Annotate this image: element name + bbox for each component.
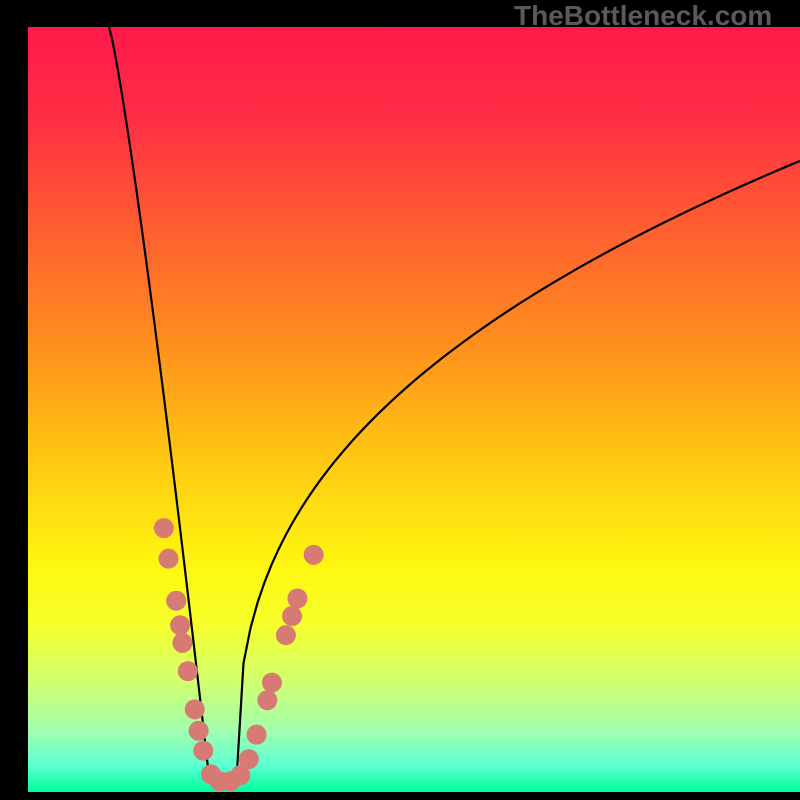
data-marker — [262, 673, 282, 693]
data-marker — [170, 615, 190, 635]
data-marker — [185, 699, 205, 719]
data-marker — [159, 549, 179, 569]
gradient-background — [28, 27, 800, 792]
data-marker — [282, 606, 302, 626]
data-marker — [287, 588, 307, 608]
data-marker — [257, 690, 277, 710]
data-marker — [172, 633, 192, 653]
data-marker — [276, 625, 296, 645]
data-marker — [166, 591, 186, 611]
data-marker — [304, 545, 324, 565]
data-marker — [189, 721, 209, 741]
chart-svg — [0, 0, 800, 800]
data-marker — [247, 725, 267, 745]
watermark-text: TheBottleneck.com — [514, 0, 772, 32]
chart-frame — [0, 0, 800, 800]
data-marker — [193, 741, 213, 761]
data-marker — [178, 661, 198, 681]
data-marker — [239, 749, 259, 769]
data-marker — [154, 518, 174, 538]
